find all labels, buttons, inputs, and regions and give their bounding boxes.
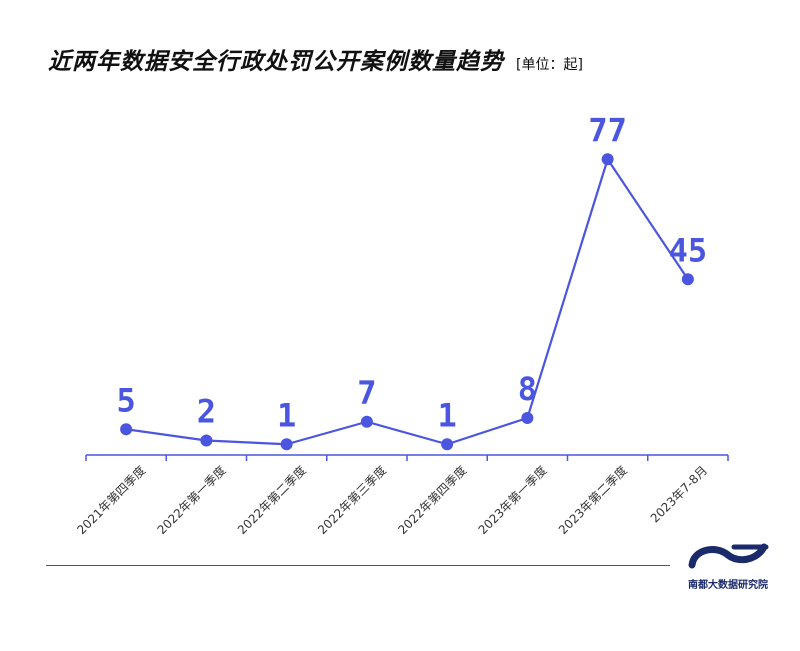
publisher-logo: 南都大数据研究院 <box>683 541 773 591</box>
x-tick-label: 2022年第一季度 <box>154 463 229 538</box>
data-point <box>521 412 534 424</box>
x-tick-label: 2021年第四季度 <box>74 463 149 538</box>
data-point <box>200 434 213 447</box>
unit-label: [单位：起] <box>516 57 583 73</box>
data-point <box>120 423 133 436</box>
x-tick-label: 2022年第四季度 <box>395 463 470 538</box>
x-tick-label: 2023年第二季度 <box>555 463 630 538</box>
logo-text: 南都大数据研究院 <box>688 580 768 591</box>
data-point <box>601 153 614 166</box>
wave-logo-icon <box>688 543 769 569</box>
data-point <box>441 438 454 451</box>
data-label: 77 <box>588 111 627 149</box>
data-label: 7 <box>357 374 376 412</box>
data-label: 8 <box>518 370 537 408</box>
data-label: 45 <box>669 231 708 269</box>
x-tick-label: 2023年7-8月 <box>648 463 710 525</box>
series-line <box>125 158 689 446</box>
x-tick-label: 2023年第一季度 <box>475 463 550 538</box>
data-label: 2 <box>197 393 216 431</box>
title-row: 近两年数据安全行政处罚公开案例数量趋势 [单位：起] <box>48 42 583 76</box>
data-label: 5 <box>116 381 135 419</box>
data-label: 1 <box>277 396 296 434</box>
chart-title: 近两年数据安全行政处罚公开案例数量趋势 <box>48 49 504 75</box>
data-point <box>360 415 373 428</box>
data-label: 1 <box>437 396 456 434</box>
x-tick-label: 2022年第二季度 <box>234 463 309 538</box>
data-point <box>681 273 694 286</box>
x-tick-label: 2022年第三季度 <box>314 463 389 538</box>
data-point <box>280 438 293 451</box>
footer-divider <box>46 565 670 566</box>
